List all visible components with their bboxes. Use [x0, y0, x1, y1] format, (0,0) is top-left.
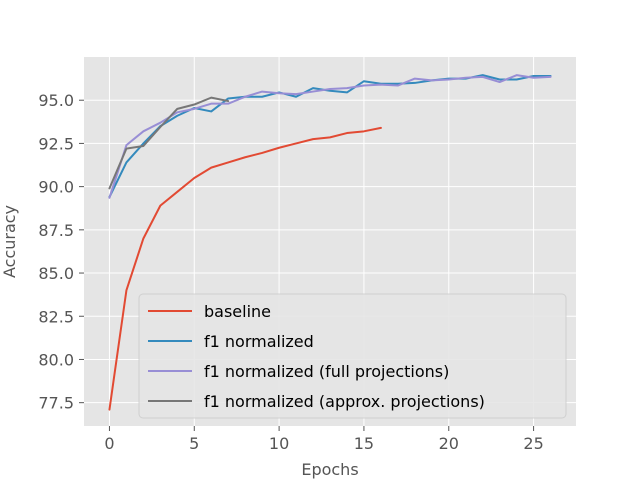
- y-axis-label: Accuracy: [0, 205, 19, 278]
- x-tick-label: 5: [189, 434, 199, 453]
- series-lines: [108, 74, 552, 411]
- series-line-1: [108, 126, 382, 411]
- y-tick-label: 82.5: [38, 307, 74, 326]
- y-tick-label: 85.0: [38, 264, 74, 283]
- y-tick-label: 80.0: [38, 350, 74, 369]
- series-line-4: [108, 96, 230, 190]
- x-tick-label: 25: [523, 434, 543, 453]
- x-tick-label: 20: [439, 434, 459, 453]
- legend-label: f1 normalized (approx. projections): [204, 392, 485, 411]
- y-tick-label: 92.5: [38, 134, 74, 153]
- x-tick-label: 10: [269, 434, 289, 453]
- y-tick-label: 90.0: [38, 178, 74, 197]
- legend: baseline f1 normalized f1 normalized (full…: [138, 293, 567, 419]
- y-tick-label: 77.5: [38, 394, 74, 413]
- series-line-3: [108, 74, 552, 199]
- y-tick-label: 87.5: [38, 221, 74, 240]
- x-tick-label: 0: [104, 434, 114, 453]
- legend-label: f1 normalized (full projections): [204, 362, 449, 381]
- legend-label: f1 normalized: [204, 332, 314, 351]
- legend-box: [138, 293, 567, 419]
- x-axis-ticks: 0 5 10 15 20 25: [104, 426, 544, 453]
- x-tick-label: 15: [354, 434, 374, 453]
- x-axis-label: Epochs: [301, 460, 358, 479]
- y-axis-ticks: 77.5 80.0 82.5 85.0 87.5 90.0 92.5 95.0: [38, 91, 84, 413]
- y-tick-label: 95.0: [38, 91, 74, 110]
- legend-label: baseline: [204, 302, 271, 321]
